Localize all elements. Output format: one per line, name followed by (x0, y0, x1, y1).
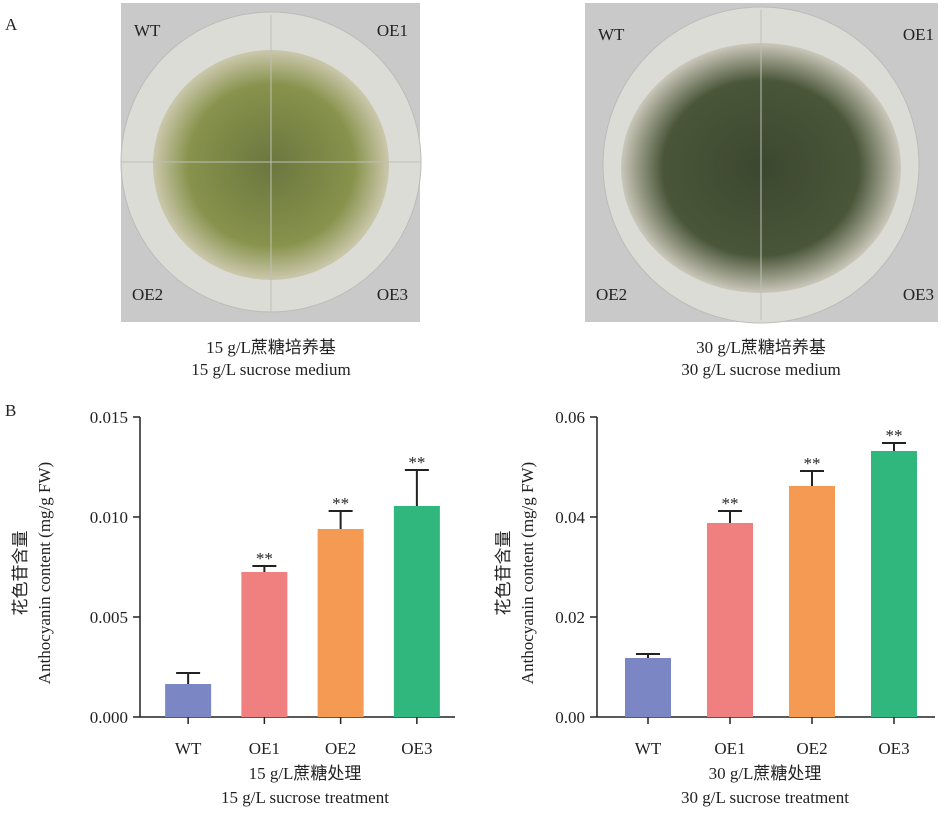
x-tick-label: OE1 (714, 739, 745, 758)
photo-label: WT (598, 25, 625, 44)
bar (241, 572, 288, 717)
bar (625, 658, 671, 717)
error-bar (252, 565, 277, 572)
y-tick-label: 0.000 (90, 708, 128, 727)
panel-label: A (5, 15, 18, 34)
photo-label: OE2 (132, 285, 163, 304)
bar (789, 486, 835, 717)
photo-caption: 15 g/L蔗糖培养基 (206, 338, 336, 357)
photo-label: OE1 (377, 21, 408, 40)
error-bar (636, 653, 660, 658)
significance-label: ** (722, 494, 739, 513)
error-bar (176, 672, 201, 684)
photo (120, 3, 422, 322)
x-axis-title: 30 g/L sucrose treatment (681, 788, 849, 807)
y-tick-label: 0.00 (555, 708, 585, 727)
y-tick-label: 0.005 (90, 608, 128, 627)
bar (707, 523, 753, 717)
error-bar (328, 510, 353, 529)
x-tick-label: WT (635, 739, 662, 758)
bar (393, 506, 440, 717)
x-axis-title: 15 g/L sucrose treatment (221, 788, 389, 807)
photo-label: WT (134, 21, 161, 40)
x-tick-label: OE1 (249, 739, 280, 758)
x-tick-label: OE3 (878, 739, 909, 758)
photo-caption: 30 g/L蔗糖培养基 (696, 338, 826, 357)
y-tick-label: 0.015 (90, 408, 128, 427)
significance-label: ** (804, 454, 821, 473)
photo (585, 3, 938, 324)
x-axis-title: 30 g/L蔗糖处理 (709, 764, 822, 783)
bar (317, 529, 364, 717)
panel-label: B (5, 401, 16, 420)
error-bar (404, 469, 429, 506)
y-axis-title: 花色苷含量 (11, 531, 30, 616)
y-axis-title: Anthocyanin content (mg/g FW) (518, 462, 537, 684)
photo-label: OE2 (596, 285, 627, 304)
bar (165, 684, 212, 717)
photo-label: OE3 (903, 285, 934, 304)
error-bar (718, 510, 742, 523)
x-tick-label: OE2 (796, 739, 827, 758)
bar (871, 451, 917, 717)
y-tick-label: 0.010 (90, 508, 128, 527)
y-tick-label: 0.04 (555, 508, 585, 527)
x-tick-label: WT (175, 739, 202, 758)
y-axis-title: Anthocyanin content (mg/g FW) (35, 462, 54, 684)
y-axis-title: 花色苷含量 (494, 531, 513, 616)
y-tick-label: 0.02 (555, 608, 585, 627)
x-tick-label: OE2 (325, 739, 356, 758)
significance-label: ** (408, 453, 425, 472)
significance-label: ** (332, 494, 349, 513)
photo-label: OE1 (903, 25, 934, 44)
error-bar (800, 470, 824, 486)
x-axis-title: 15 g/L蔗糖处理 (249, 764, 362, 783)
photo-caption: 15 g/L sucrose medium (191, 360, 350, 379)
photo-caption: 30 g/L sucrose medium (681, 360, 840, 379)
y-tick-label: 0.06 (555, 408, 585, 427)
significance-label: ** (256, 549, 273, 568)
photo-label: OE3 (377, 285, 408, 304)
x-tick-label: OE3 (401, 739, 432, 758)
error-bar (882, 442, 906, 451)
significance-label: ** (886, 426, 903, 445)
